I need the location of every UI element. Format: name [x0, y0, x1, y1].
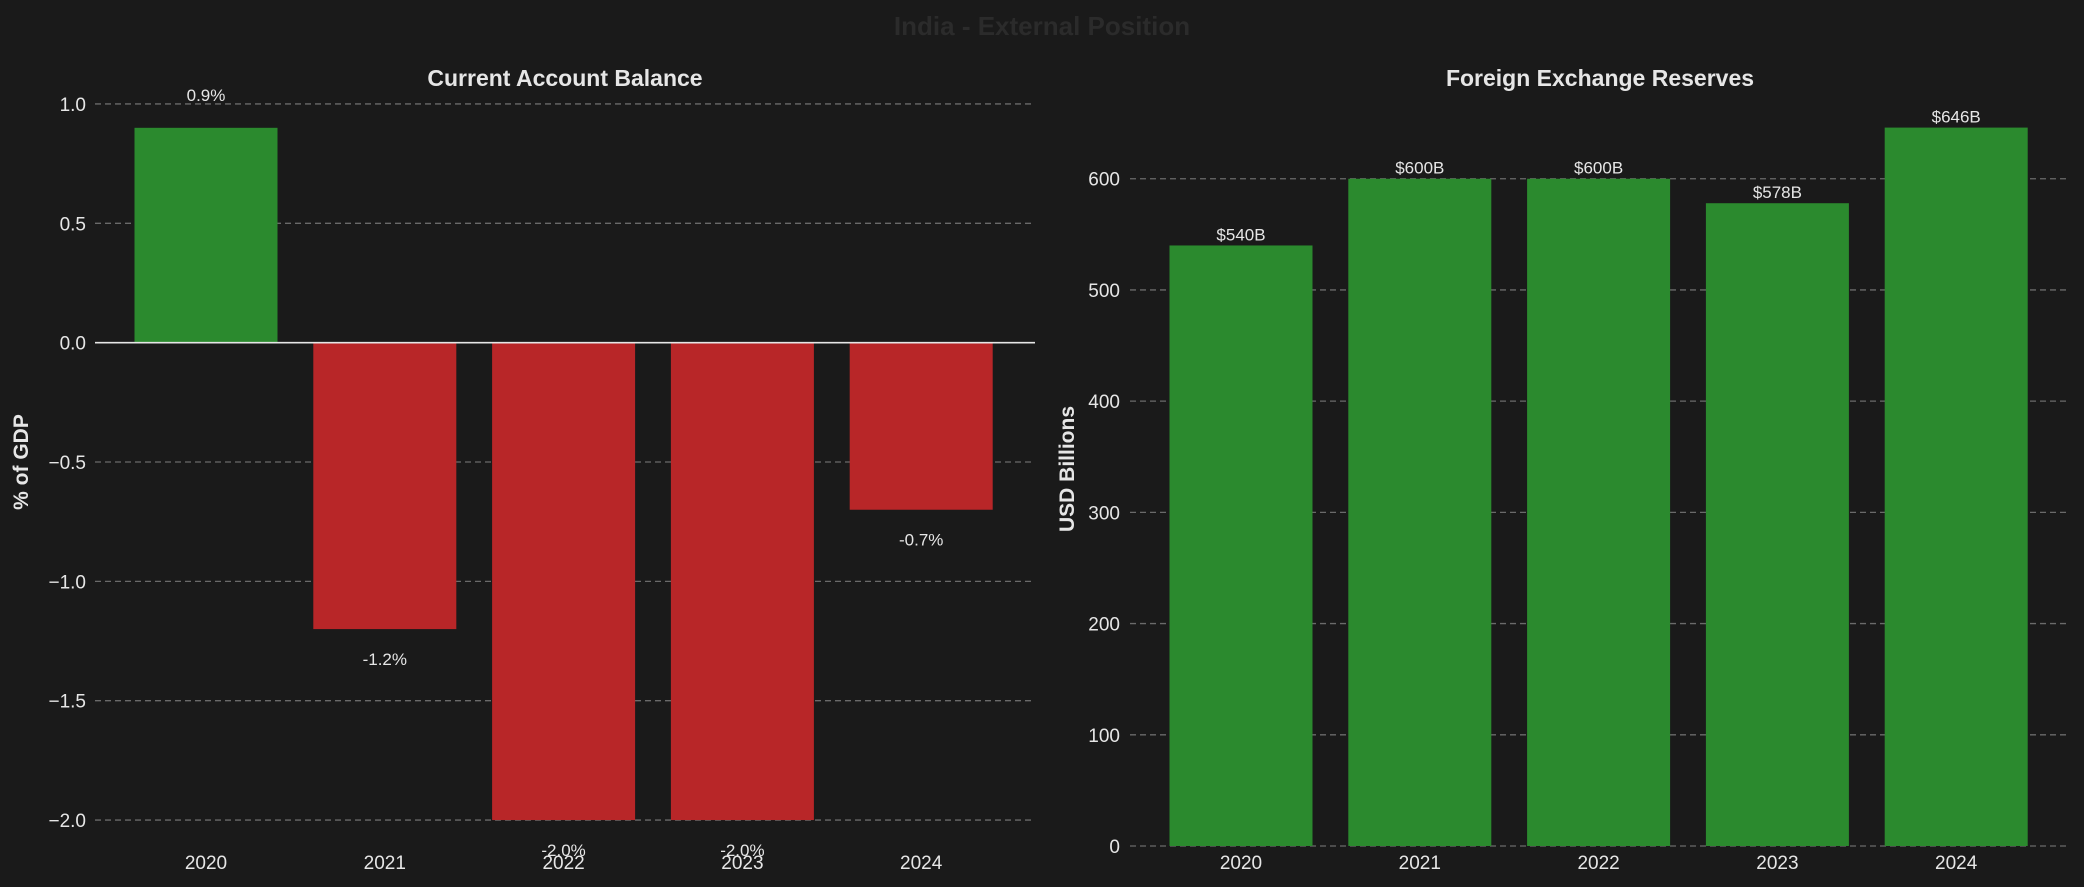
bar-value-label: $578B: [1753, 183, 1802, 202]
x-tick-label: 2024: [900, 853, 943, 874]
bar-2020: [1169, 245, 1313, 847]
y-tick-label: 100: [1088, 726, 1120, 747]
bar-2024: [849, 342, 993, 510]
y-tick-label: 400: [1088, 392, 1120, 413]
bar-2022: [492, 342, 636, 821]
y-tick-label: 0: [1109, 837, 1120, 858]
bar-value-label: 0.9%: [187, 86, 226, 105]
x-tick-label: 2021: [1399, 853, 1441, 874]
y-tick-label: 0.0: [60, 334, 86, 355]
bar-value-label: -0.7%: [899, 531, 943, 550]
bar-value-label: -1.2%: [363, 650, 407, 669]
bar-2020: [134, 127, 278, 343]
fx-reserves-panel: Foreign Exchange Reserves USD Billions 0 10…: [1056, 65, 2070, 874]
y-axis-label: USD Billions: [1056, 406, 1079, 532]
bar-value-label: $646B: [1932, 108, 1981, 127]
bar-value-label: $540B: [1216, 225, 1265, 244]
x-tick-label: 2022: [1577, 853, 1619, 874]
y-axis-label: % of GDP: [10, 414, 33, 510]
y-tick-label: −1.5: [48, 692, 86, 713]
y-tick-label: −0.5: [48, 453, 86, 474]
chart-title: Foreign Exchange Reserves: [1446, 65, 1754, 91]
y-tick-label: 500: [1088, 281, 1120, 302]
y-tick-label: 200: [1088, 615, 1120, 636]
bar-value-label: $600B: [1395, 159, 1444, 178]
current-account-panel: Current Account Balance % of GDP 1.0 0.5 0.0…: [10, 65, 1035, 874]
bar-value-label: -2.0%: [541, 841, 585, 860]
x-tick-label: 2021: [364, 853, 406, 874]
bar-2021: [313, 342, 457, 630]
chart-title: Current Account Balance: [427, 65, 702, 91]
bar-2021: [1348, 178, 1492, 847]
y-tick-label: 600: [1088, 170, 1120, 191]
x-tick-label: 2022: [542, 853, 584, 874]
x-tick-label: 2023: [1756, 853, 1798, 874]
y-tick-label: −2.0: [48, 811, 86, 832]
y-tick-label: 1.0: [60, 95, 86, 116]
x-tick-label: 2020: [185, 853, 227, 874]
x-tick-label: 2020: [1220, 853, 1262, 874]
y-tick-label: 300: [1088, 503, 1120, 524]
x-tick-label: 2024: [1935, 853, 1978, 874]
bar-value-label: -2.0%: [720, 841, 764, 860]
bar-2022: [1527, 178, 1671, 847]
bar-2023: [670, 342, 814, 821]
bar-2024: [1884, 127, 2028, 846]
bar-value-label: $600B: [1574, 159, 1623, 178]
figure-suptitle: India - External Position: [894, 11, 1190, 41]
bar-2023: [1705, 203, 1849, 846]
x-tick-label: 2023: [721, 853, 763, 874]
y-tick-label: 0.5: [60, 214, 86, 235]
y-tick-label: −1.0: [48, 572, 86, 593]
